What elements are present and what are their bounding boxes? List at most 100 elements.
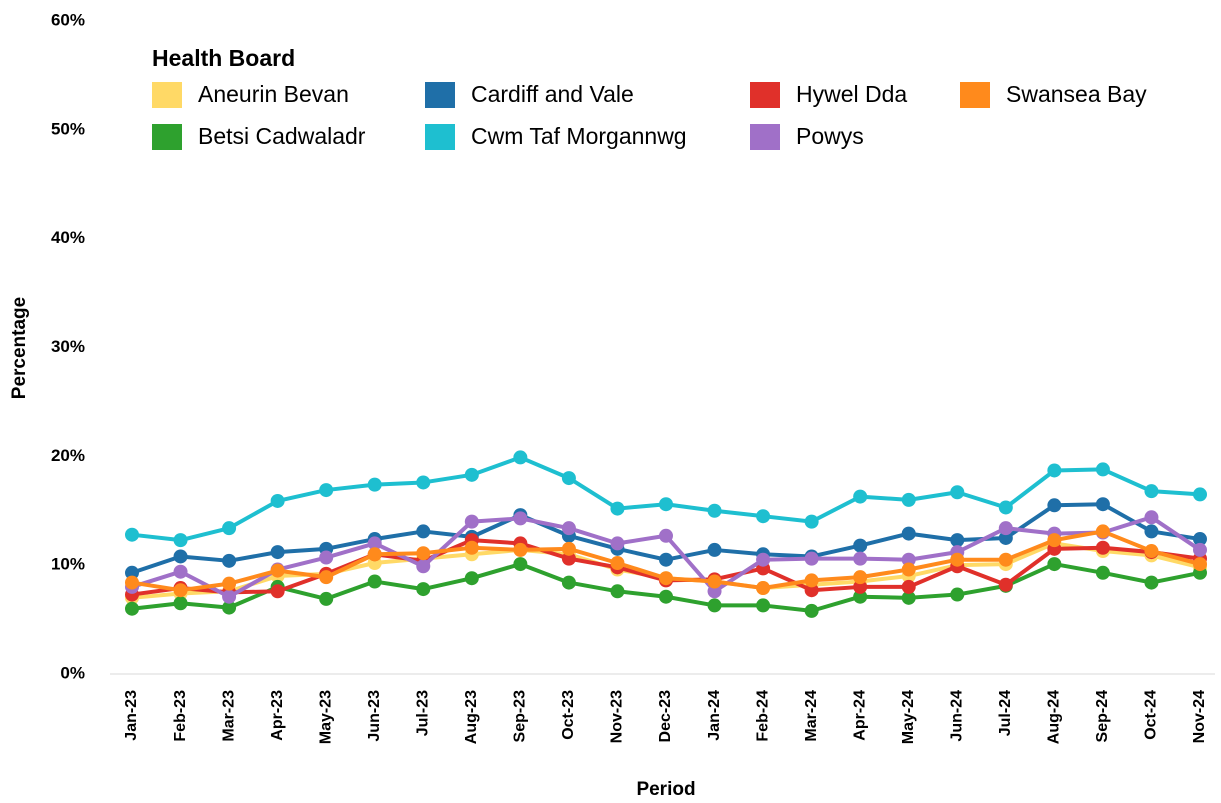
data-point xyxy=(367,574,382,589)
data-point xyxy=(756,581,771,596)
data-point xyxy=(1047,463,1062,478)
legend-label: Aneurin Bevan xyxy=(198,81,349,107)
legend-swatch xyxy=(960,82,990,108)
data-point xyxy=(950,533,965,548)
x-tick-label: Jul-24 xyxy=(997,690,1014,736)
legend-label: Swansea Bay xyxy=(1006,81,1147,107)
data-point xyxy=(610,584,625,599)
data-point xyxy=(319,570,334,585)
data-point xyxy=(756,598,771,613)
data-point xyxy=(756,509,771,524)
data-point xyxy=(901,590,916,605)
legend-swatch xyxy=(425,124,455,150)
data-point xyxy=(1047,533,1062,548)
x-tick-label: Sep-24 xyxy=(1094,690,1111,743)
data-point xyxy=(1144,484,1159,499)
x-tick-label: Jan-23 xyxy=(123,690,140,741)
data-point xyxy=(270,584,285,599)
data-point xyxy=(1193,532,1207,547)
data-point xyxy=(1047,498,1062,513)
data-point xyxy=(853,489,868,504)
data-point xyxy=(561,551,576,566)
data-point xyxy=(1095,497,1110,512)
x-tick-label: May-23 xyxy=(317,690,334,744)
data-point xyxy=(853,570,868,585)
x-tick-label: Oct-23 xyxy=(560,690,577,740)
data-point xyxy=(853,551,868,566)
data-point xyxy=(901,526,916,541)
data-point xyxy=(513,450,528,465)
data-point xyxy=(659,497,673,512)
x-tick-label: Jan-24 xyxy=(706,690,723,741)
legend-label: Powys xyxy=(796,123,864,149)
x-tick-label: Apr-24 xyxy=(851,690,868,741)
y-tick-label: 60% xyxy=(51,10,85,29)
data-point xyxy=(1193,542,1207,557)
data-point xyxy=(222,589,237,604)
legend-label: Cwm Taf Morgannwg xyxy=(471,123,687,149)
data-point xyxy=(173,533,188,548)
data-point xyxy=(659,571,673,586)
y-tick-label: 0% xyxy=(60,663,85,682)
data-point xyxy=(610,501,625,516)
legend-label: Cardiff and Vale xyxy=(471,81,634,107)
data-point xyxy=(125,565,139,580)
data-point xyxy=(659,528,673,543)
x-tick-label: Mar-23 xyxy=(220,690,237,742)
data-point xyxy=(998,577,1013,592)
data-point xyxy=(659,589,673,604)
data-point xyxy=(319,591,334,606)
data-point xyxy=(173,583,188,598)
legend-title: Health Board xyxy=(152,45,295,71)
data-point xyxy=(416,524,431,539)
data-point xyxy=(804,514,819,529)
data-point xyxy=(561,541,576,556)
data-point xyxy=(707,574,722,589)
data-point xyxy=(1095,565,1110,580)
data-point xyxy=(1095,540,1110,555)
data-point xyxy=(416,559,431,574)
x-tick-label: Jun-24 xyxy=(948,690,965,742)
x-axis-title: Period xyxy=(636,779,695,800)
legend-swatch xyxy=(750,82,780,108)
data-point xyxy=(416,475,431,490)
x-tick-label: Mar-24 xyxy=(803,690,820,742)
data-point xyxy=(319,550,334,565)
x-tick-label: Sep-23 xyxy=(512,690,529,743)
data-point xyxy=(610,536,625,551)
data-point xyxy=(270,563,285,578)
data-point xyxy=(173,596,188,611)
data-point xyxy=(1095,462,1110,477)
y-tick-label: 40% xyxy=(51,228,85,247)
legend-swatch xyxy=(152,82,182,108)
data-point xyxy=(998,530,1013,545)
data-point xyxy=(998,500,1013,515)
data-point xyxy=(125,527,139,542)
data-point xyxy=(561,471,576,486)
data-point xyxy=(125,575,139,590)
data-point xyxy=(1095,524,1110,539)
data-point xyxy=(659,552,673,567)
data-point xyxy=(804,603,819,618)
data-point xyxy=(222,553,237,568)
x-tick-label: Aug-23 xyxy=(463,690,480,744)
data-point xyxy=(416,546,431,561)
y-tick-label: 20% xyxy=(51,446,85,465)
data-point xyxy=(901,579,916,594)
legend-swatch xyxy=(152,124,182,150)
data-point xyxy=(998,521,1013,536)
y-tick-label: 50% xyxy=(51,119,85,138)
data-point xyxy=(367,547,382,562)
data-point xyxy=(561,575,576,590)
data-point xyxy=(173,549,188,564)
data-point xyxy=(707,584,722,599)
data-point xyxy=(804,551,819,566)
x-tick-label: Aug-24 xyxy=(1046,690,1063,744)
data-point xyxy=(804,583,819,598)
data-point xyxy=(367,536,382,551)
data-point xyxy=(804,573,819,588)
data-point xyxy=(561,521,576,536)
x-tick-label: Nov-23 xyxy=(609,690,626,743)
data-point xyxy=(464,571,479,586)
data-point xyxy=(513,542,528,557)
